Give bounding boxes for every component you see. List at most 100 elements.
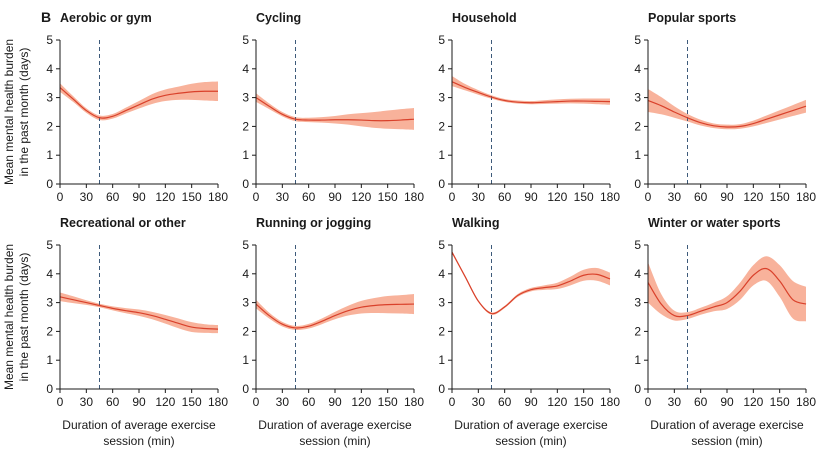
x-tick-label: 150	[574, 190, 594, 204]
y-tick-label: 3	[46, 91, 53, 105]
y-axis-label: in the past month (days)	[17, 253, 31, 382]
x-tick-label: 30	[472, 395, 486, 409]
y-tick-label: 5	[242, 33, 249, 47]
series-line	[451, 81, 611, 104]
x-tick-label: 120	[547, 395, 567, 409]
panel-title: Walking	[452, 216, 499, 230]
y-tick-label: 3	[242, 91, 249, 105]
x-axis-label: Duration of average exercise	[62, 418, 216, 432]
confidence-band	[256, 93, 414, 130]
x-tick-label: 30	[472, 190, 486, 204]
y-tick-label: 2	[438, 119, 445, 133]
x-axis-label: Duration of average exercise	[258, 418, 412, 432]
confidence-band	[452, 250, 610, 315]
x-axis-label: Duration of average exercise	[454, 418, 608, 432]
x-tick-label: 90	[132, 190, 146, 204]
y-tick-label: 0	[242, 177, 249, 191]
y-tick-label: 0	[46, 177, 53, 191]
y-tick-label: 2	[438, 324, 445, 338]
y-tick-label: 0	[438, 382, 445, 396]
y-tick-label: 1	[634, 148, 641, 162]
x-tick-label: 150	[770, 190, 790, 204]
x-tick-label: 90	[132, 395, 146, 409]
chart-panel-1: Aerobic or gym 0 1 2 3 4 5 0 30 60 90 120 150 180 Mean…	[2, 11, 228, 204]
y-tick-label: 3	[46, 296, 53, 310]
y-tick-label: 0	[438, 177, 445, 191]
x-tick-label: 0	[645, 190, 652, 204]
x-tick-label: 90	[524, 395, 538, 409]
x-tick-label: 180	[600, 190, 620, 204]
x-tick-label: 30	[80, 190, 94, 204]
x-tick-label: 60	[302, 395, 316, 409]
x-tick-label: 0	[57, 190, 64, 204]
panel-title: Recreational or other	[60, 216, 186, 230]
y-tick-label: 3	[242, 296, 249, 310]
x-tick-label: 120	[155, 395, 175, 409]
y-tick-label: 4	[438, 267, 445, 281]
series-line	[59, 87, 219, 119]
x-tick-label: 150	[770, 395, 790, 409]
y-tick-label: 5	[438, 33, 445, 47]
y-tick-label: 2	[46, 119, 53, 133]
panel-letter: B	[41, 9, 51, 25]
x-tick-label: 30	[276, 395, 290, 409]
chart-panel-3: Household 0 1 2 3 4 5 0 30 60 90 120 150 180	[438, 11, 620, 204]
x-tick-label: 180	[796, 395, 816, 409]
chart-panel-2: Cycling 0 1 2 3 4 5 0 30 60 90 120 150 180	[242, 11, 424, 204]
confidence-band	[256, 293, 414, 331]
confidence-band	[648, 256, 806, 322]
y-tick-label: 2	[46, 324, 53, 338]
x-tick-label: 60	[498, 395, 512, 409]
y-tick-label: 1	[438, 353, 445, 367]
y-tick-label: 1	[242, 353, 249, 367]
x-tick-label: 30	[276, 190, 290, 204]
x-tick-label: 0	[253, 190, 260, 204]
panel-title: Household	[452, 11, 517, 25]
series-line	[255, 303, 415, 329]
y-axis-label: Mean mental health burden	[2, 244, 16, 390]
y-tick-label: 5	[46, 33, 53, 47]
x-tick-label: 120	[743, 395, 763, 409]
x-tick-label: 30	[668, 395, 682, 409]
y-tick-label: 5	[242, 238, 249, 252]
series-line	[647, 267, 807, 318]
y-tick-label: 4	[634, 62, 641, 76]
y-tick-label: 2	[242, 119, 249, 133]
y-tick-label: 2	[634, 119, 641, 133]
y-tick-label: 5	[438, 238, 445, 252]
x-tick-label: 180	[404, 190, 424, 204]
x-tick-label: 90	[524, 190, 538, 204]
y-tick-label: 4	[438, 62, 445, 76]
y-tick-label: 3	[438, 91, 445, 105]
y-tick-label: 5	[634, 238, 641, 252]
y-tick-label: 3	[634, 296, 641, 310]
x-tick-label: 90	[720, 190, 734, 204]
x-axis-label: session (min)	[691, 434, 762, 448]
x-axis-label: session (min)	[299, 434, 370, 448]
x-tick-label: 90	[720, 395, 734, 409]
x-tick-label: 180	[208, 395, 228, 409]
panel-title: Popular sports	[648, 11, 736, 25]
x-tick-label: 120	[351, 395, 371, 409]
y-tick-label: 2	[242, 324, 249, 338]
y-tick-label: 0	[242, 382, 249, 396]
y-tick-label: 2	[634, 324, 641, 338]
x-tick-label: 150	[574, 395, 594, 409]
x-tick-label: 30	[668, 190, 682, 204]
x-tick-label: 120	[743, 190, 763, 204]
y-tick-label: 4	[242, 267, 249, 281]
chart-panel-8: Winter or water sports 0 1 2 3 4 5 0 30 60 90 120 15…	[634, 216, 816, 448]
x-tick-label: 60	[106, 395, 120, 409]
x-tick-label: 0	[253, 395, 260, 409]
y-tick-label: 0	[634, 177, 641, 191]
y-tick-label: 1	[242, 148, 249, 162]
series-line	[59, 296, 219, 330]
series-line	[451, 251, 611, 315]
confidence-band	[452, 76, 610, 105]
x-tick-label: 180	[404, 395, 424, 409]
y-tick-label: 4	[46, 62, 53, 76]
y-tick-label: 3	[438, 296, 445, 310]
y-tick-label: 1	[46, 148, 53, 162]
